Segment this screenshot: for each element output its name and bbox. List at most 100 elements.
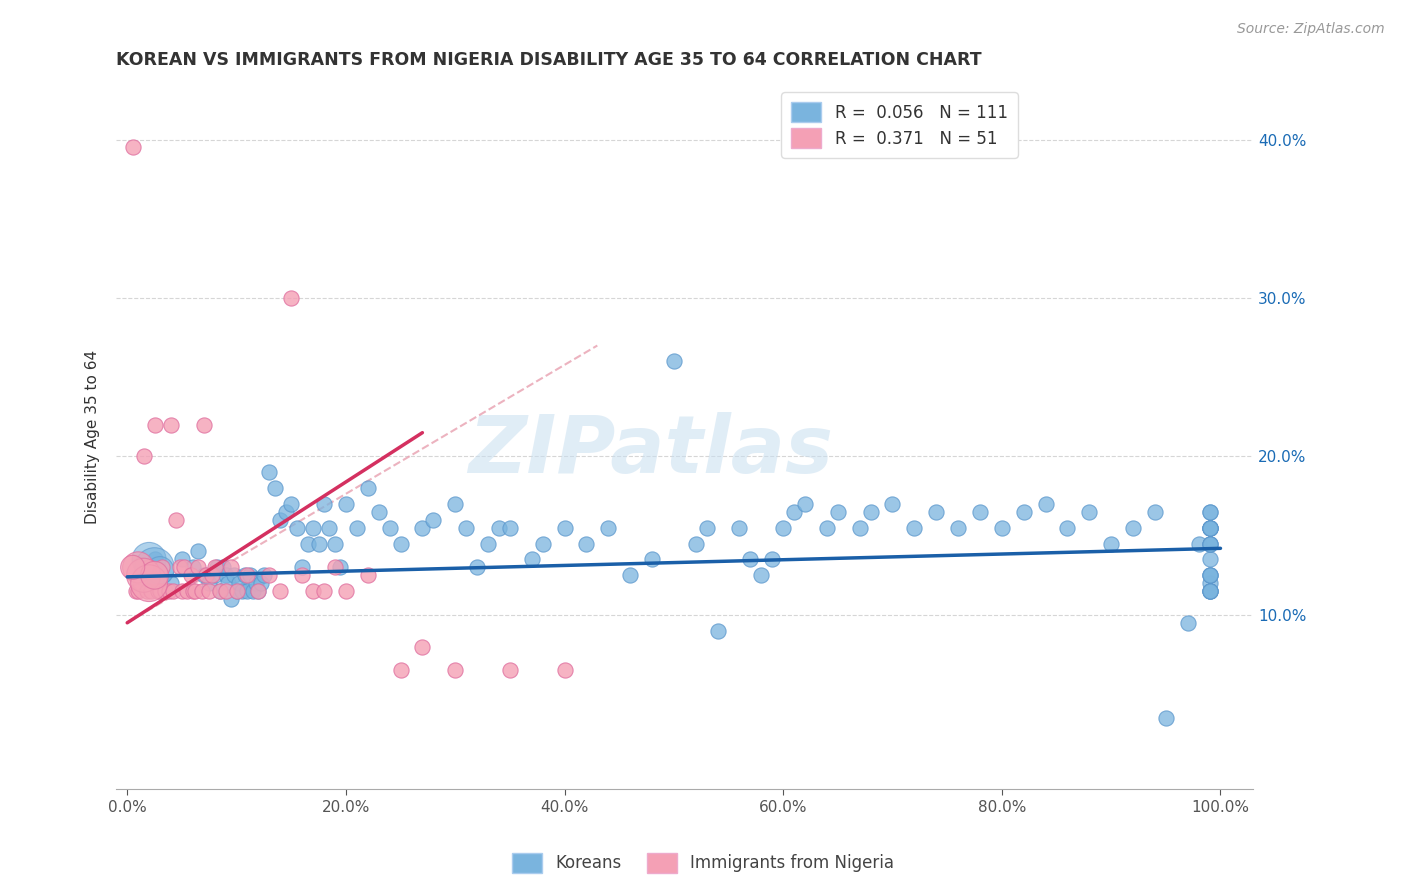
Point: [335, 584, 357, 599]
Point: [1143, 505, 1166, 519]
Point: [1035, 497, 1057, 511]
Point: [1078, 505, 1101, 519]
Point: [212, 560, 235, 574]
Point: [1177, 615, 1199, 630]
Point: [598, 521, 620, 535]
Point: [228, 576, 250, 591]
Point: [1188, 536, 1211, 550]
Point: [991, 521, 1014, 535]
Point: [231, 584, 253, 599]
Legend: R =  0.056   N = 111, R =  0.371   N = 51: R = 0.056 N = 111, R = 0.371 N = 51: [782, 93, 1018, 158]
Point: [219, 592, 242, 607]
Point: [143, 417, 166, 432]
Point: [641, 552, 664, 566]
Point: [619, 568, 641, 582]
Point: [214, 568, 236, 582]
Point: [794, 497, 817, 511]
Point: [194, 568, 217, 582]
Point: [291, 568, 314, 582]
Point: [1198, 521, 1220, 535]
Point: [169, 560, 191, 574]
Point: [1198, 576, 1220, 591]
Point: [499, 663, 522, 677]
Point: [772, 521, 794, 535]
Text: Source: ZipAtlas.com: Source: ZipAtlas.com: [1237, 22, 1385, 37]
Point: [308, 536, 330, 550]
Point: [297, 536, 319, 550]
Point: [187, 544, 209, 558]
Point: [274, 505, 297, 519]
Point: [160, 417, 183, 432]
Point: [141, 584, 163, 599]
Point: [180, 568, 202, 582]
Point: [184, 584, 207, 599]
Point: [1198, 584, 1220, 599]
Point: [138, 552, 160, 566]
Point: [882, 497, 904, 511]
Point: [132, 568, 155, 582]
Point: [129, 576, 152, 591]
Point: [225, 584, 247, 599]
Point: [575, 536, 598, 550]
Point: [1198, 552, 1220, 566]
Point: [249, 576, 271, 591]
Point: [214, 584, 236, 599]
Point: [205, 560, 228, 574]
Point: [411, 640, 433, 654]
Point: [132, 450, 155, 464]
Y-axis label: Disability Age 35 to 64: Disability Age 35 to 64: [86, 350, 100, 524]
Point: [1198, 584, 1220, 599]
Text: ZIPatlas: ZIPatlas: [468, 412, 834, 490]
Point: [1056, 521, 1078, 535]
Point: [444, 497, 467, 511]
Point: [280, 291, 302, 305]
Point: [323, 560, 346, 574]
Point: [181, 584, 204, 599]
Text: KOREAN VS IMMIGRANTS FROM NIGERIA DISABILITY AGE 35 TO 64 CORRELATION CHART: KOREAN VS IMMIGRANTS FROM NIGERIA DISABI…: [117, 51, 981, 69]
Point: [143, 552, 166, 566]
Point: [146, 584, 169, 599]
Point: [176, 584, 198, 599]
Point: [253, 568, 276, 582]
Point: [456, 521, 478, 535]
Point: [143, 560, 166, 574]
Point: [335, 497, 357, 511]
Point: [160, 576, 183, 591]
Point: [329, 560, 352, 574]
Point: [149, 584, 172, 599]
Point: [946, 521, 969, 535]
Point: [903, 521, 925, 535]
Point: [357, 568, 380, 582]
Point: [411, 521, 433, 535]
Point: [193, 417, 215, 432]
Point: [477, 536, 499, 550]
Point: [848, 521, 870, 535]
Point: [346, 521, 368, 535]
Point: [259, 465, 281, 479]
Point: [1198, 521, 1220, 535]
Point: [121, 560, 143, 574]
Point: [280, 497, 302, 511]
Point: [165, 513, 187, 527]
Point: [499, 521, 522, 535]
Point: [925, 505, 948, 519]
Point: [263, 481, 285, 495]
Legend: Koreans, Immigrants from Nigeria: Koreans, Immigrants from Nigeria: [505, 847, 901, 880]
Point: [209, 584, 232, 599]
Point: [389, 663, 412, 677]
Point: [318, 521, 340, 535]
Point: [969, 505, 991, 519]
Point: [138, 560, 160, 574]
Point: [740, 552, 762, 566]
Point: [827, 505, 849, 519]
Point: [219, 560, 242, 574]
Point: [1198, 521, 1220, 535]
Point: [201, 568, 224, 582]
Point: [1012, 505, 1035, 519]
Point: [291, 560, 314, 574]
Point: [815, 521, 838, 535]
Point: [150, 560, 173, 574]
Point: [125, 584, 148, 599]
Point: [247, 584, 270, 599]
Point: [242, 584, 264, 599]
